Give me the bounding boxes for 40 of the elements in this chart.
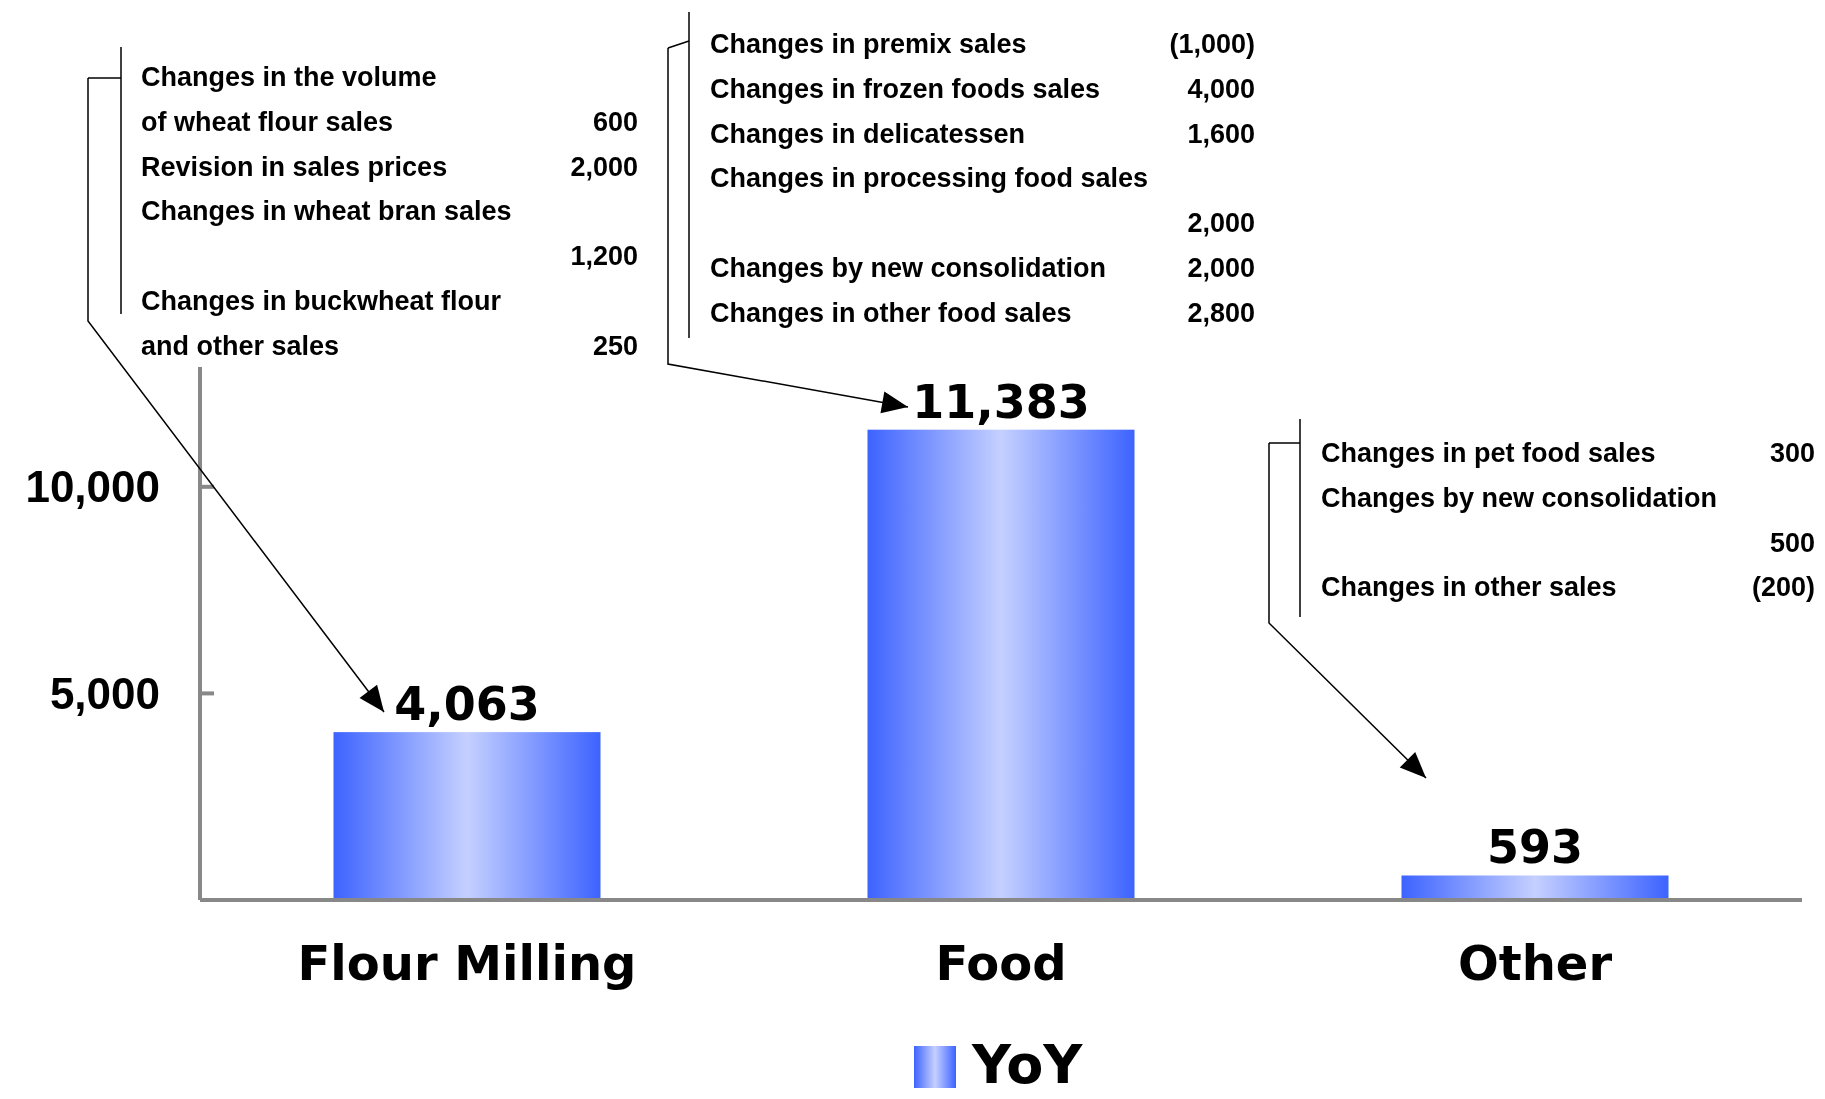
annotation: Changes by new consolidation <box>1321 482 1718 513</box>
y-tick-label: 5,000 <box>49 668 160 718</box>
text: 2,000 <box>1187 208 1255 239</box>
annotation: (200) <box>1751 572 1815 603</box>
legend-label: YoY <box>971 1032 1084 1096</box>
text: and other sales <box>141 330 340 361</box>
text: 4,000 <box>1187 73 1255 104</box>
text: 600 <box>592 106 638 137</box>
text: Changes in buckwheat flour <box>141 286 502 316</box>
text: 1,600 <box>1187 118 1255 149</box>
annotation: Changes in pet food sales <box>1321 438 1656 468</box>
text: 11,383 <box>912 374 1090 429</box>
text: Changes in processing food sales <box>710 163 1149 194</box>
text: 2,800 <box>1187 297 1255 328</box>
bar <box>1401 875 1669 900</box>
text: 250 <box>592 330 638 361</box>
bar <box>867 429 1135 900</box>
y-tick-label: 10,000 <box>25 462 160 512</box>
text: Changes in premix sales <box>710 29 1027 59</box>
annotation: 500 <box>1769 527 1815 558</box>
text: 593 <box>1486 820 1584 875</box>
text: Changes by new consolidation <box>710 253 1107 283</box>
text: Changes in the volume <box>141 62 437 92</box>
x-tick-label: Other <box>1457 935 1613 991</box>
text: Changes in other food sales <box>710 297 1072 328</box>
annotation: Changes in other sales <box>1321 572 1617 603</box>
bar <box>333 732 601 900</box>
text: 2,000 <box>1187 253 1255 283</box>
text: 2,000 <box>570 151 638 182</box>
text: (1,000) <box>1169 29 1255 59</box>
text: Revision in sales prices <box>141 151 448 182</box>
text: Changes in frozen foods sales <box>710 73 1101 104</box>
text: 1,200 <box>570 241 638 272</box>
x-tick-label: Flour Milling <box>297 935 637 991</box>
text: Changes in delicatessen <box>710 118 1026 149</box>
x-tick-label: Food <box>935 935 1067 991</box>
annotation: 300 <box>1769 438 1815 468</box>
text: of wheat flour sales <box>141 106 394 137</box>
text: Changes in wheat bran sales <box>141 196 512 227</box>
text: 4,063 <box>394 677 540 732</box>
